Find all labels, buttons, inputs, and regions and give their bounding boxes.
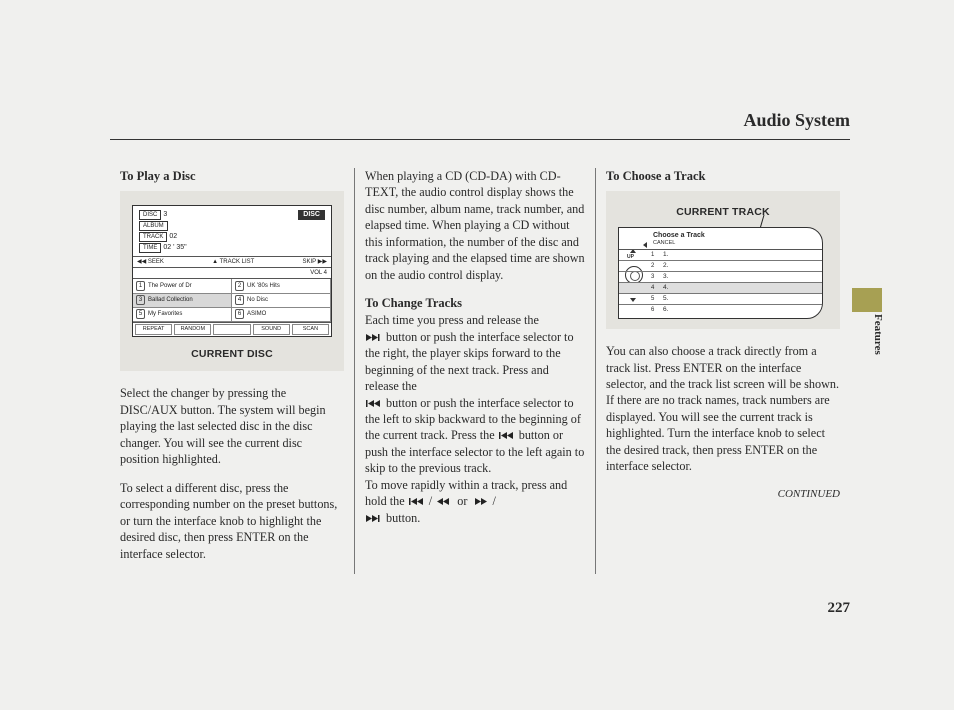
track-row: 22. bbox=[619, 261, 822, 272]
figure-caption-current-track: CURRENT TRACK bbox=[618, 205, 828, 219]
time-key: TIME bbox=[139, 243, 161, 253]
body-text: When playing a CD (CD-DA) with CD-TEXT, … bbox=[365, 168, 585, 283]
disc-screen: DISC 3 ALBUM TRACK 02 TIME 02 ' 35" DISC… bbox=[132, 205, 332, 337]
body-text: Select the changer by pressing the DISC/… bbox=[120, 385, 344, 467]
softkey: SCAN bbox=[292, 324, 329, 335]
page: Audio System To Play a Disc DISC 3 ALBUM… bbox=[110, 110, 850, 617]
disc-val: 3 bbox=[163, 210, 167, 219]
track-row: 33. bbox=[619, 272, 822, 283]
heading-choose-track: To Choose a Track bbox=[606, 168, 840, 185]
track-row-current: 44. bbox=[619, 283, 822, 294]
skip-forward-icon bbox=[365, 333, 383, 342]
softkey: SOUND bbox=[253, 324, 290, 335]
track-row: 11. bbox=[619, 250, 822, 261]
title-rule bbox=[110, 139, 850, 140]
tracklist-label: ▲ TRACK LIST bbox=[212, 258, 254, 266]
disc-key: DISC bbox=[139, 210, 161, 220]
thumb-index-label: Features bbox=[872, 314, 884, 355]
time-val: 02 ' 35" bbox=[163, 243, 186, 252]
track-screen-title: Choose a Track bbox=[619, 228, 822, 240]
skip-back-icon bbox=[498, 431, 516, 440]
page-number: 227 bbox=[110, 600, 850, 617]
page-title: Audio System bbox=[110, 110, 850, 131]
cancel-label: CANCEL bbox=[619, 240, 822, 249]
album-key: ALBUM bbox=[139, 221, 168, 231]
rewind-icon bbox=[435, 497, 451, 506]
skip-back-icon bbox=[365, 399, 383, 408]
track-val: 02 bbox=[169, 232, 177, 241]
heading-change-tracks: To Change Tracks bbox=[365, 295, 585, 312]
disc-slots: 1The Power of Dr 2UK '80s Hits 3Ballad C… bbox=[133, 278, 331, 321]
figure-caption-current-disc: CURRENT DISC bbox=[132, 347, 332, 361]
body-text: You can also choose a track directly fro… bbox=[606, 343, 840, 475]
disc-info: DISC 3 ALBUM TRACK 02 TIME 02 ' 35" bbox=[139, 210, 187, 254]
track-row: 66. bbox=[619, 305, 822, 316]
softkey: REPEAT bbox=[135, 324, 172, 335]
disc-slot: 2UK '80s Hits bbox=[232, 279, 331, 293]
skip-forward-icon bbox=[365, 514, 383, 523]
figure-current-disc: DISC 3 ALBUM TRACK 02 TIME 02 ' 35" DISC… bbox=[120, 191, 344, 371]
track-key: TRACK bbox=[139, 232, 167, 242]
track-row: 55. bbox=[619, 294, 822, 305]
continued-label: CONTINUED bbox=[606, 487, 840, 502]
track-rows: 11. 22. 33. 44. 55. 66. bbox=[619, 250, 822, 316]
column-1: To Play a Disc DISC 3 ALBUM TRACK 02 TIM… bbox=[110, 168, 354, 574]
body-text: To move rapidly within a track, press an… bbox=[365, 477, 585, 526]
softkey: RANDOM bbox=[174, 324, 211, 335]
vol-label: VOL 4 bbox=[310, 269, 327, 277]
skip-back-icon bbox=[408, 497, 426, 506]
softkey bbox=[213, 324, 250, 335]
track-screen: UP DOWN Choose a Track CANCEL 11. 22. 33… bbox=[618, 227, 823, 319]
heading-play-disc: To Play a Disc bbox=[120, 168, 344, 185]
fast-forward-icon bbox=[473, 497, 489, 506]
disc-slot: 4No Disc bbox=[232, 294, 331, 308]
columns: To Play a Disc DISC 3 ALBUM TRACK 02 TIM… bbox=[110, 168, 850, 574]
column-3: To Choose a Track CURRENT TRACK UP DOWN … bbox=[595, 168, 850, 574]
disc-softkeys: REPEAT RANDOM SOUND SCAN bbox=[133, 322, 331, 336]
mode-badge: DISC bbox=[298, 210, 325, 220]
disc-slot: 1The Power of Dr bbox=[133, 279, 232, 293]
body-text: To select a different disc, press the co… bbox=[120, 480, 344, 562]
disc-slot: 6ASIMO bbox=[232, 308, 331, 322]
figure-current-track: CURRENT TRACK UP DOWN Choose a Track CAN… bbox=[606, 191, 840, 329]
disc-bar: ◀◀ SEEK ▲ TRACK LIST SKIP ▶▶ bbox=[133, 256, 331, 267]
skip-right: SKIP ▶▶ bbox=[303, 258, 327, 266]
body-text: Each time you press and release the butt… bbox=[365, 312, 585, 477]
disc-slot: 5My Favorites bbox=[133, 308, 232, 322]
disc-slot-current: 3Ballad Collection bbox=[133, 294, 232, 308]
seek-left: ◀◀ SEEK bbox=[137, 258, 164, 266]
thumb-index-tab bbox=[852, 288, 882, 312]
column-2: When playing a CD (CD-DA) with CD-TEXT, … bbox=[354, 168, 595, 574]
